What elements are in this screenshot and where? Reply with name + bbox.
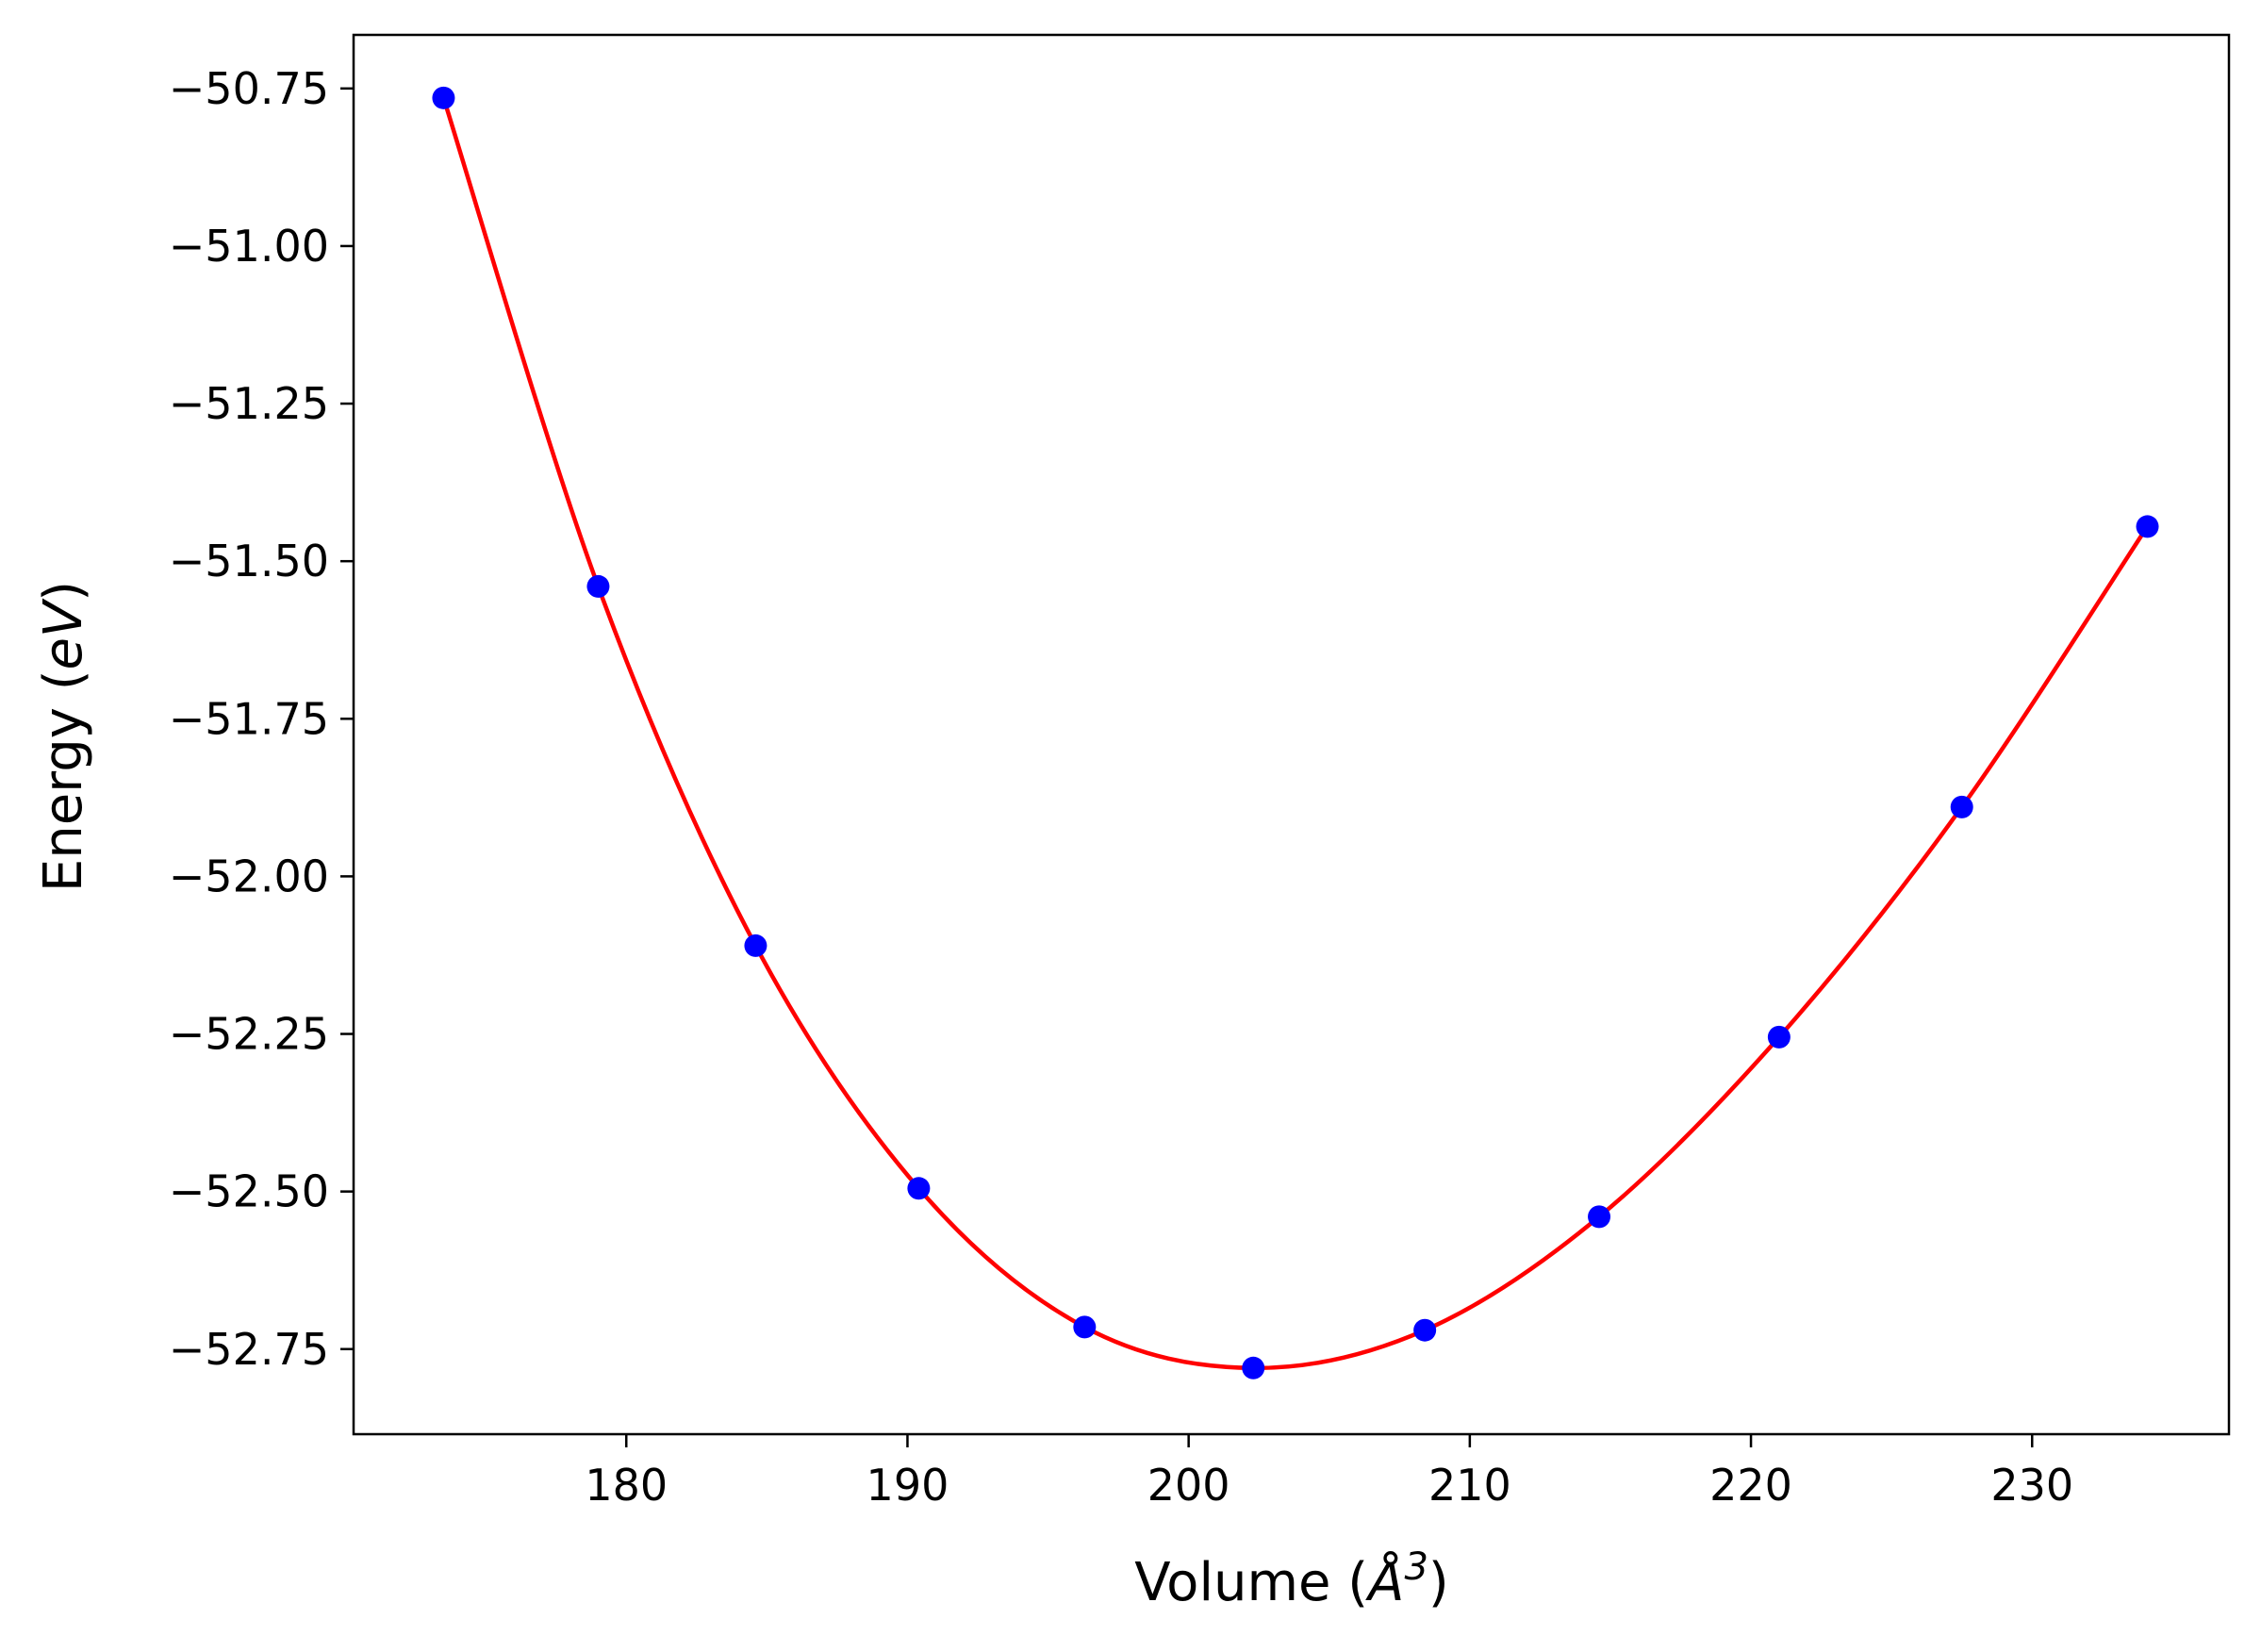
x-tick-label: 220 [1709, 1460, 1792, 1511]
y-tick-label: −52.75 [169, 1324, 329, 1375]
y-tick-label: −52.50 [169, 1166, 329, 1217]
x-axis-label-symbol: Å [1365, 1551, 1404, 1613]
y-tick-label: −52.00 [169, 851, 329, 901]
y-tick-label: −51.75 [169, 693, 329, 744]
data-point [744, 933, 767, 957]
data-point [2136, 515, 2159, 538]
y-tick-label: −51.25 [169, 378, 329, 429]
y-axis-label-close: ) [33, 581, 94, 602]
y-axis-label: Energy (eV) [33, 581, 94, 892]
data-points-layer [432, 86, 2159, 1379]
data-point [1588, 1205, 1611, 1229]
data-point [586, 574, 610, 598]
x-axis-label-text: Volume ( [1134, 1552, 1368, 1613]
data-point [432, 86, 455, 109]
x-tick-label: 210 [1428, 1460, 1511, 1511]
y-axis-ticks: −50.75 −51.00 −51.25 −51.50 −51.75 −52.00 −52.… [169, 63, 354, 1375]
y-tick-label: −50.75 [169, 63, 329, 114]
x-tick-label: 180 [585, 1460, 668, 1511]
x-axis-label: Volume (Å3) [1134, 1545, 1449, 1613]
data-point [1950, 795, 1973, 818]
data-point [1767, 1025, 1791, 1049]
data-point [1073, 1315, 1097, 1339]
fit-curve [441, 97, 2150, 1371]
y-tick-label: −51.50 [169, 536, 329, 586]
axes-frame [352, 33, 2231, 1436]
fit-curve-layer [441, 97, 2150, 1371]
x-tick-label: 200 [1147, 1460, 1230, 1511]
y-tick-label: −51.00 [169, 221, 329, 272]
x-axis-label-exponent: 3 [1404, 1545, 1428, 1589]
x-axis-label-close: ) [1428, 1552, 1449, 1613]
data-point [907, 1177, 931, 1200]
data-point [1242, 1356, 1265, 1379]
y-axis-label-unit: eV [33, 598, 94, 669]
x-tick-label: 230 [1990, 1460, 2073, 1511]
x-axis-ticks: 180 190 200 210 220 230 [585, 1434, 2073, 1511]
y-tick-label: −52.25 [169, 1009, 329, 1060]
y-axis-label-text: Energy ( [33, 669, 94, 892]
x-tick-label: 190 [866, 1460, 949, 1511]
data-point [1413, 1318, 1437, 1342]
